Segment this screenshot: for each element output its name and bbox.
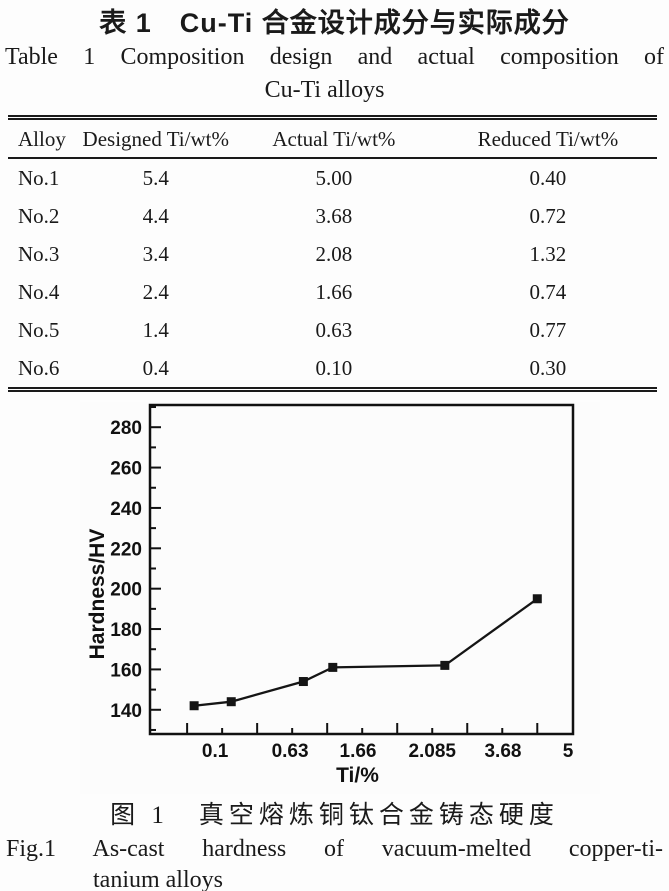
column-header: Reduced Ti/wt% xyxy=(477,127,619,151)
data-point xyxy=(298,677,308,687)
table-body: No.1 5.4 5.00 0.40 No.2 4.4 3.68 0.72 No.3 3.4 2.0… xyxy=(8,158,657,390)
column-header: Alloy xyxy=(18,127,66,151)
column-header: Actual Ti/wt% xyxy=(272,127,396,151)
figure-caption-zh: 图 1 真空熔炼铜钛合金铸态硬度 xyxy=(110,802,559,829)
table-cell: 1.32 xyxy=(529,241,567,266)
table-cell: 0.74 xyxy=(529,279,567,304)
table-cell: 0.10 xyxy=(315,355,353,380)
table-title-en-line2: Cu-Ti alloys xyxy=(264,77,385,103)
y-tick-label: 140 xyxy=(110,701,142,722)
table-cell: 0.63 xyxy=(315,317,353,342)
table-cell: 2.4 xyxy=(142,279,169,304)
table-row: No.4 2.4 1.66 0.74 xyxy=(8,273,657,311)
y-tick-label: 160 xyxy=(110,660,142,681)
table-row: No.3 3.4 2.08 1.32 xyxy=(8,235,657,273)
data-point xyxy=(532,594,542,604)
x-tick-label: 3.68 xyxy=(484,741,521,762)
table-cell: No.2 xyxy=(18,203,60,228)
table-row: No.5 1.4 0.63 0.77 xyxy=(8,311,657,349)
x-tick-label: 0.1 xyxy=(202,741,229,762)
table-cell: 0.40 xyxy=(529,165,567,190)
y-tick-label: 280 xyxy=(110,418,142,439)
y-tick-label: 180 xyxy=(110,620,142,641)
table-cell: No.6 xyxy=(18,355,60,380)
y-tick-label: 220 xyxy=(110,539,142,560)
table-cell: No.1 xyxy=(18,165,60,190)
x-axis-title: Ti/% xyxy=(336,764,379,787)
chart-svg: 140 160 180 200 220 240 260 280 0.1 0.63 1.66 2.085… xyxy=(86,403,575,787)
table-cell: 0.77 xyxy=(529,317,567,342)
plot-box xyxy=(148,403,575,736)
figure-caption-en-line1: Fig.1 As-cast hardness of vacuum-melted … xyxy=(6,836,663,862)
table-cell: 1.66 xyxy=(315,279,353,304)
data-point xyxy=(226,697,236,707)
table-row: No.2 4.4 3.68 0.72 xyxy=(8,197,657,235)
data-point xyxy=(189,701,199,711)
x-tick-label: 5 xyxy=(563,741,574,762)
x-tick-label: 1.66 xyxy=(340,741,377,762)
table-cell: 0.30 xyxy=(529,355,567,380)
x-tick-label: 0.63 xyxy=(272,741,309,762)
table-cell: 0.4 xyxy=(142,355,169,380)
table-cell: 1.4 xyxy=(142,317,169,342)
table-cell: 0.72 xyxy=(529,203,567,228)
table-cell: No.3 xyxy=(18,241,60,266)
hardness-chart: 140 160 180 200 220 240 260 280 0.1 0.63 1.66 2.085… xyxy=(80,402,600,794)
hardness-series-line xyxy=(193,597,538,707)
table-cell: No.5 xyxy=(18,317,60,342)
y-tick-label: 260 xyxy=(110,459,142,480)
y-tick-label: 200 xyxy=(110,580,142,601)
data-point xyxy=(440,660,450,670)
data-point xyxy=(328,662,338,672)
table-cell: 4.4 xyxy=(142,203,169,228)
table-cell: 5.4 xyxy=(142,165,169,190)
y-tick-label: 240 xyxy=(110,499,142,520)
table-cell: 2.08 xyxy=(315,241,353,266)
table-row: No.6 0.4 0.10 0.30 xyxy=(8,349,657,390)
table-title-en-line1: Table 1 Composition design and actual co… xyxy=(5,44,664,70)
column-header: Designed Ti/wt% xyxy=(82,127,229,151)
x-tick-label: 2.085 xyxy=(408,741,456,762)
figure-caption-en-line2: tanium alloys xyxy=(93,867,223,891)
table-cell: No.4 xyxy=(18,279,60,304)
table-cell: 3.68 xyxy=(315,203,353,228)
composition-table: Alloy Designed Ti/wt% Actual Ti/wt% Reduced… xyxy=(8,115,657,392)
table-cell: 3.4 xyxy=(142,241,169,266)
table-title-zh: 表 1 Cu-Ti 合金设计成分与实际成分 xyxy=(99,8,570,38)
y-axis-title: Hardness/HV xyxy=(86,529,109,660)
table-row: No.1 5.4 5.00 0.40 xyxy=(8,158,657,197)
table-cell: 5.00 xyxy=(315,165,353,190)
table-header-row: Alloy Designed Ti/wt% Actual Ti/wt% Reduced… xyxy=(8,118,657,158)
